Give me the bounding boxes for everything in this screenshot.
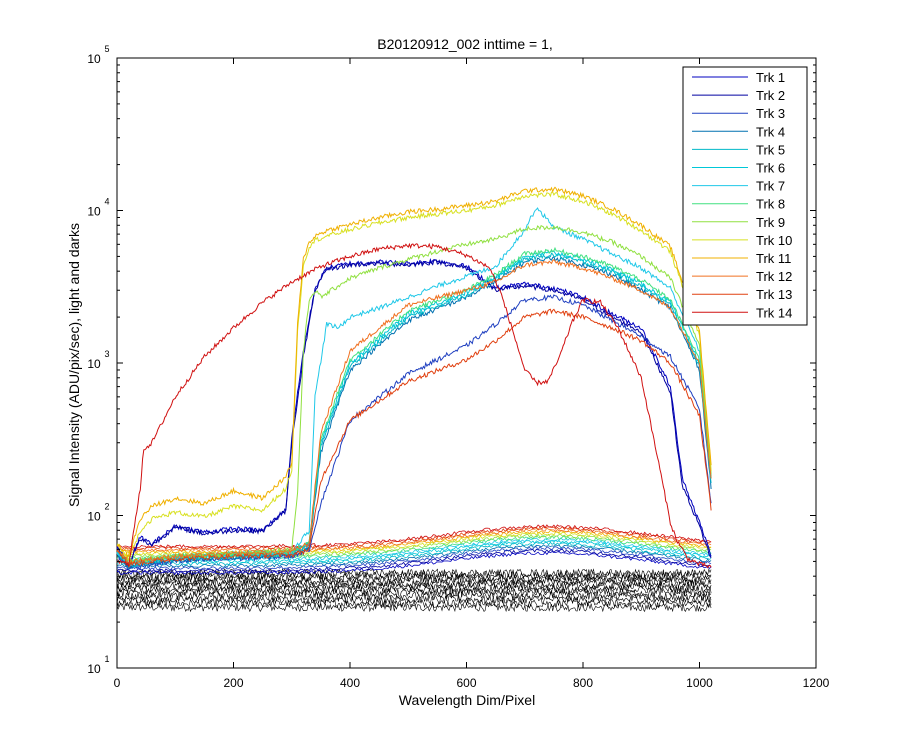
x-tick-label: 400	[340, 676, 360, 690]
legend-label-12: Trk 12	[756, 269, 792, 284]
y-tick-label-exp: 2	[104, 502, 109, 512]
series-line-1	[116, 258, 712, 565]
dark-frame-line	[116, 551, 712, 576]
legend-label-3: Trk 3	[756, 106, 785, 121]
series-line-5	[116, 252, 712, 570]
x-axis-label: Wavelength Dim/Pixel	[399, 692, 535, 708]
legend-label-14: Trk 14	[756, 305, 792, 320]
x-tick-label: 1000	[686, 676, 713, 690]
legend-label-9: Trk 9	[756, 215, 785, 230]
y-tick-label-base: 10	[87, 510, 101, 524]
legend: Trk 1 Trk 2 Trk 3 Trk 4 Trk 5 Trk 6 Trk 7 Trk 8…	[682, 66, 808, 326]
x-tick-label: 800	[573, 676, 593, 690]
series-line-14	[116, 242, 712, 569]
x-tick-label: 200	[223, 676, 243, 690]
dark-trace	[116, 570, 712, 581]
series-line-7	[116, 207, 712, 568]
legend-label-2: Trk 2	[756, 88, 785, 103]
dark-frame-line	[116, 544, 712, 569]
series-group	[116, 186, 712, 570]
series-line-12	[116, 259, 712, 565]
legend-label-5: Trk 5	[756, 142, 785, 157]
dark-trace	[116, 587, 712, 598]
y-axis-label: Signal Intensity (ADU/pix/sec), light an…	[66, 223, 82, 507]
y-tick-label-base: 10	[87, 205, 101, 219]
dark-frame-line	[116, 541, 712, 567]
series-line-13	[116, 308, 712, 568]
legend-label-1: Trk 1	[756, 70, 785, 85]
y-tick-label-base: 10	[87, 662, 101, 676]
legend-label-13: Trk 13	[756, 287, 792, 302]
legend-label-11: Trk 11	[756, 251, 791, 266]
dark-trace	[116, 594, 712, 605]
dark-trace	[116, 584, 712, 595]
legend-label-7: Trk 7	[756, 179, 785, 194]
y-tick-label-base: 10	[87, 52, 101, 66]
dark-trace	[116, 591, 712, 602]
dark-frame-line	[116, 548, 712, 573]
x-tick-label: 0	[114, 676, 121, 690]
dark-band-group	[116, 524, 712, 613]
dark-trace	[116, 598, 712, 609]
dark-frame-line	[116, 539, 712, 564]
y-tick-label-exp: 1	[104, 654, 109, 664]
x-tick-label: 600	[456, 676, 476, 690]
dark-frame-line	[116, 546, 712, 571]
y-tick-label-base: 10	[87, 357, 101, 371]
dark-trace	[116, 581, 712, 592]
dark-frame-line	[116, 526, 712, 551]
series-line-11	[116, 186, 712, 559]
legend-label-4: Trk 4	[756, 124, 785, 139]
legend-label-6: Trk 6	[756, 161, 785, 176]
series-line-3	[116, 294, 712, 570]
legend-box	[682, 66, 808, 326]
y-tick-label-exp: 3	[104, 349, 109, 359]
dark-trace	[116, 568, 712, 579]
series-line-2	[116, 259, 712, 567]
legend-label-10: Trk 10	[756, 233, 792, 248]
series-line-10	[116, 191, 712, 561]
chart-title: B20120912_002 inttime = 1,	[377, 36, 553, 52]
y-tick-label-exp: 5	[104, 44, 109, 54]
dark-trace	[116, 573, 712, 584]
dark-trace	[116, 602, 712, 613]
dark-frame-line	[116, 524, 712, 549]
legend-label-8: Trk 8	[756, 197, 785, 212]
y-tick-label-exp: 4	[104, 197, 109, 207]
series-line-9	[117, 225, 712, 564]
x-tick-label: 1200	[803, 676, 830, 690]
series-line-6	[116, 250, 712, 567]
